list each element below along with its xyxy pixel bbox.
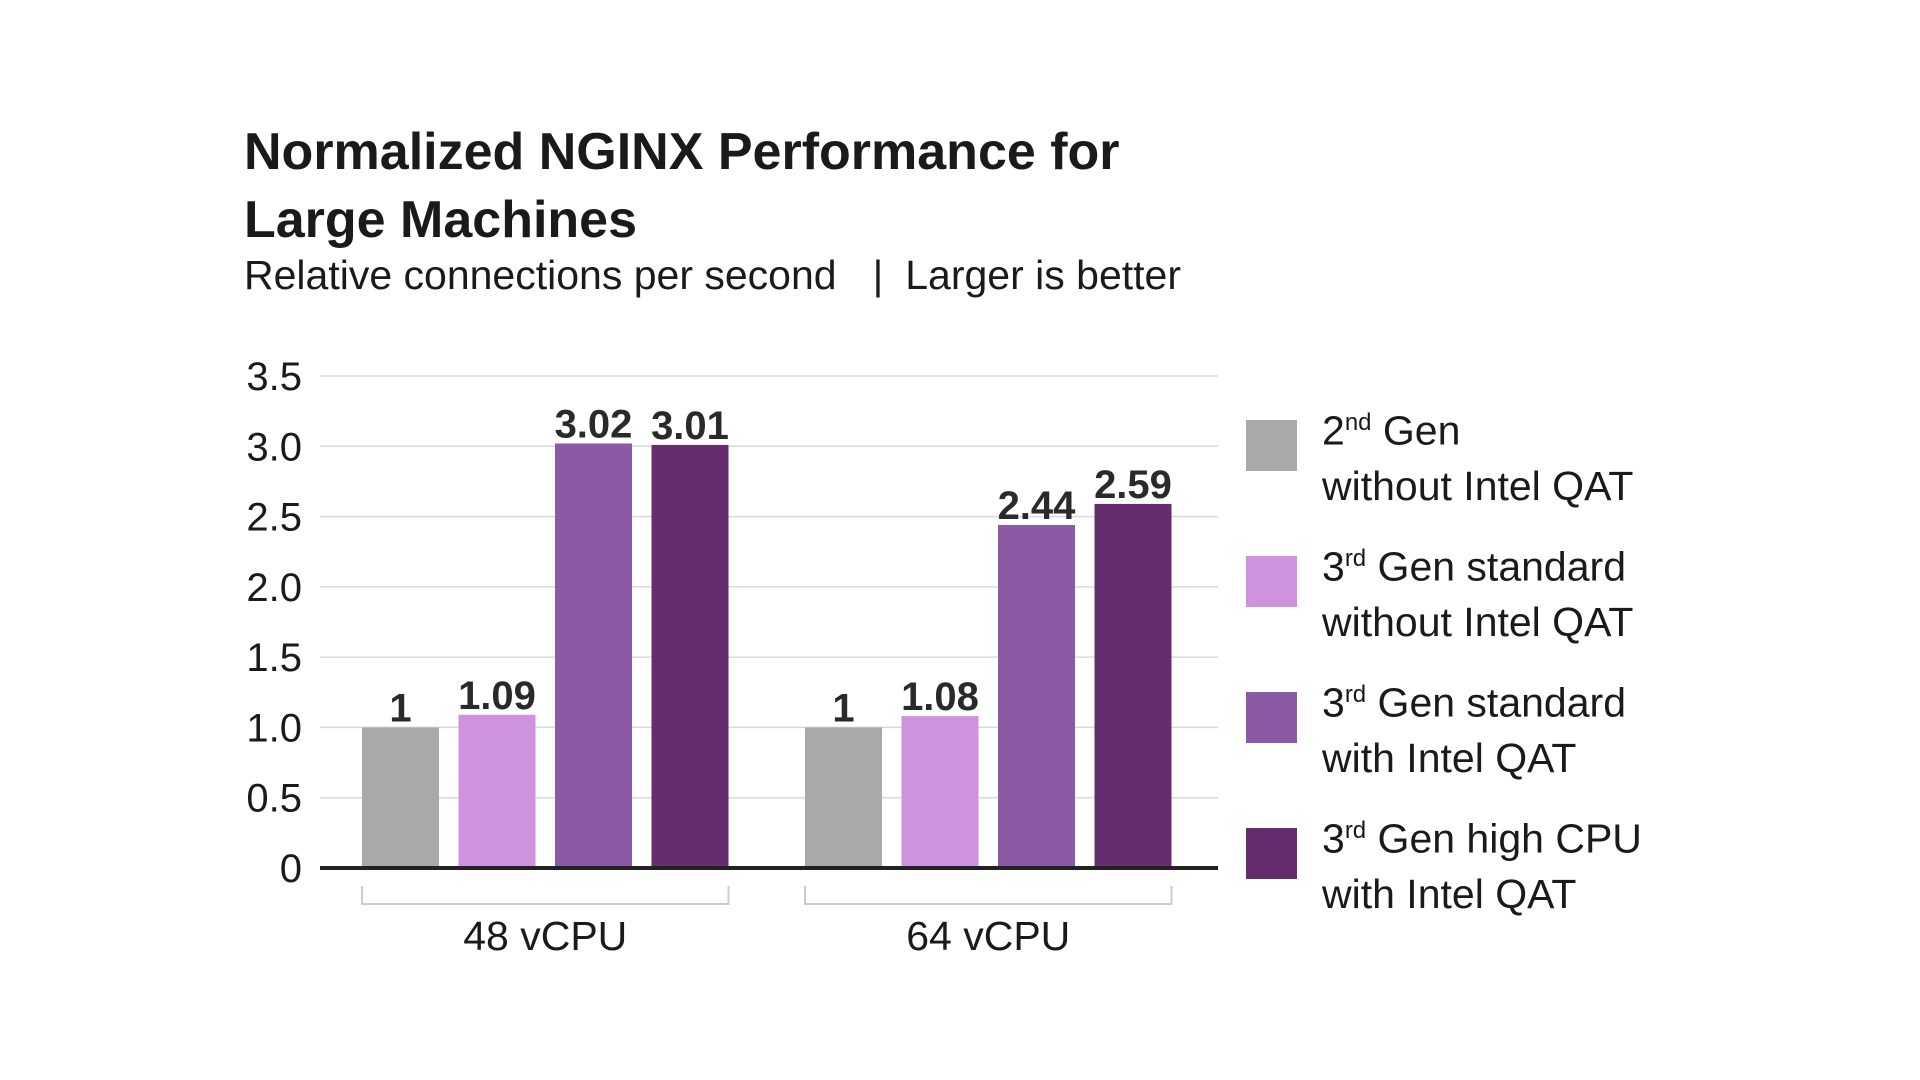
x-tick-label-1: 64 vCPU xyxy=(906,913,1070,959)
data-label-1-3: 2.59 xyxy=(1094,463,1172,507)
chart-subtitle: Relative connections per second | Larger i… xyxy=(244,250,1181,300)
data-label-0-1: 1.09 xyxy=(458,674,536,718)
y-tick-label-0: 0 xyxy=(280,847,302,891)
data-label-1-1: 1.08 xyxy=(901,675,979,719)
legend-swatch xyxy=(1246,828,1297,879)
y-tick-label-6: 3.0 xyxy=(246,425,302,469)
subtitle-separator: | xyxy=(872,252,884,298)
y-tick-label-1: 0.5 xyxy=(246,777,302,821)
subtitle-note: Larger is better xyxy=(905,252,1181,298)
category-bracket-0 xyxy=(361,886,730,905)
data-label-0-0: 1 xyxy=(389,686,411,730)
bar-1-1 xyxy=(901,716,979,866)
bar-1-2 xyxy=(998,525,1075,866)
category-bracket-1 xyxy=(804,886,1173,905)
bar-0-1 xyxy=(458,714,536,866)
legend-label: 3rd Gen standard without Intel QAT xyxy=(1322,543,1634,645)
bar-0-0 xyxy=(362,727,439,866)
data-label-1-0: 1 xyxy=(832,686,854,730)
legend-swatch xyxy=(1246,556,1297,607)
y-tick-label-5: 2.5 xyxy=(246,496,302,540)
y-tick-label-2: 1.0 xyxy=(246,706,302,750)
data-label-0-2: 3.02 xyxy=(555,402,633,446)
chart-title: Normalized NGINX Performance for Large M… xyxy=(244,123,1120,249)
bar-0-3 xyxy=(651,444,729,866)
y-tick-label-7: 3.5 xyxy=(246,355,302,399)
data-label-0-3: 3.01 xyxy=(651,404,729,448)
subtitle-text: Relative connections per second xyxy=(244,252,837,298)
legend-swatch xyxy=(1246,420,1297,471)
legend-label: 3rd Gen high CPU with Intel QAT xyxy=(1322,815,1642,917)
bar-1-0 xyxy=(805,727,882,866)
data-label-1-2: 2.44 xyxy=(998,484,1077,528)
y-tick-label-4: 2.0 xyxy=(246,566,302,610)
legend-swatch xyxy=(1246,692,1297,743)
bar-0-2 xyxy=(555,443,632,866)
legend-label: 2nd Gen without Intel QAT xyxy=(1322,407,1634,509)
legend-label: 3rd Gen standard with Intel QAT xyxy=(1322,679,1626,781)
x-tick-label-0: 48 vCPU xyxy=(463,913,627,959)
y-tick-label-3: 1.5 xyxy=(246,636,302,680)
bar-1-3 xyxy=(1094,503,1172,866)
